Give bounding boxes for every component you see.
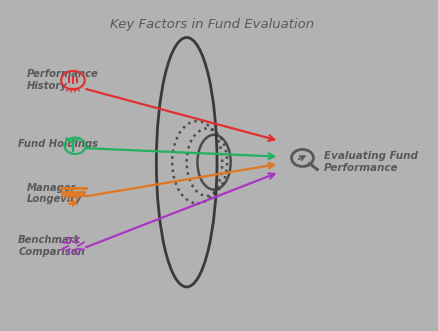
Text: Performance
History: Performance History bbox=[27, 70, 99, 91]
Text: Fund Holdings: Fund Holdings bbox=[18, 139, 99, 149]
Text: Benchmark
Comparison: Benchmark Comparison bbox=[18, 235, 85, 257]
Text: Manager
Longevity: Manager Longevity bbox=[27, 183, 82, 204]
Text: Evaluating Fund
Performance: Evaluating Fund Performance bbox=[324, 151, 417, 173]
Text: Key Factors in Fund Evaluation: Key Factors in Fund Evaluation bbox=[110, 18, 314, 31]
